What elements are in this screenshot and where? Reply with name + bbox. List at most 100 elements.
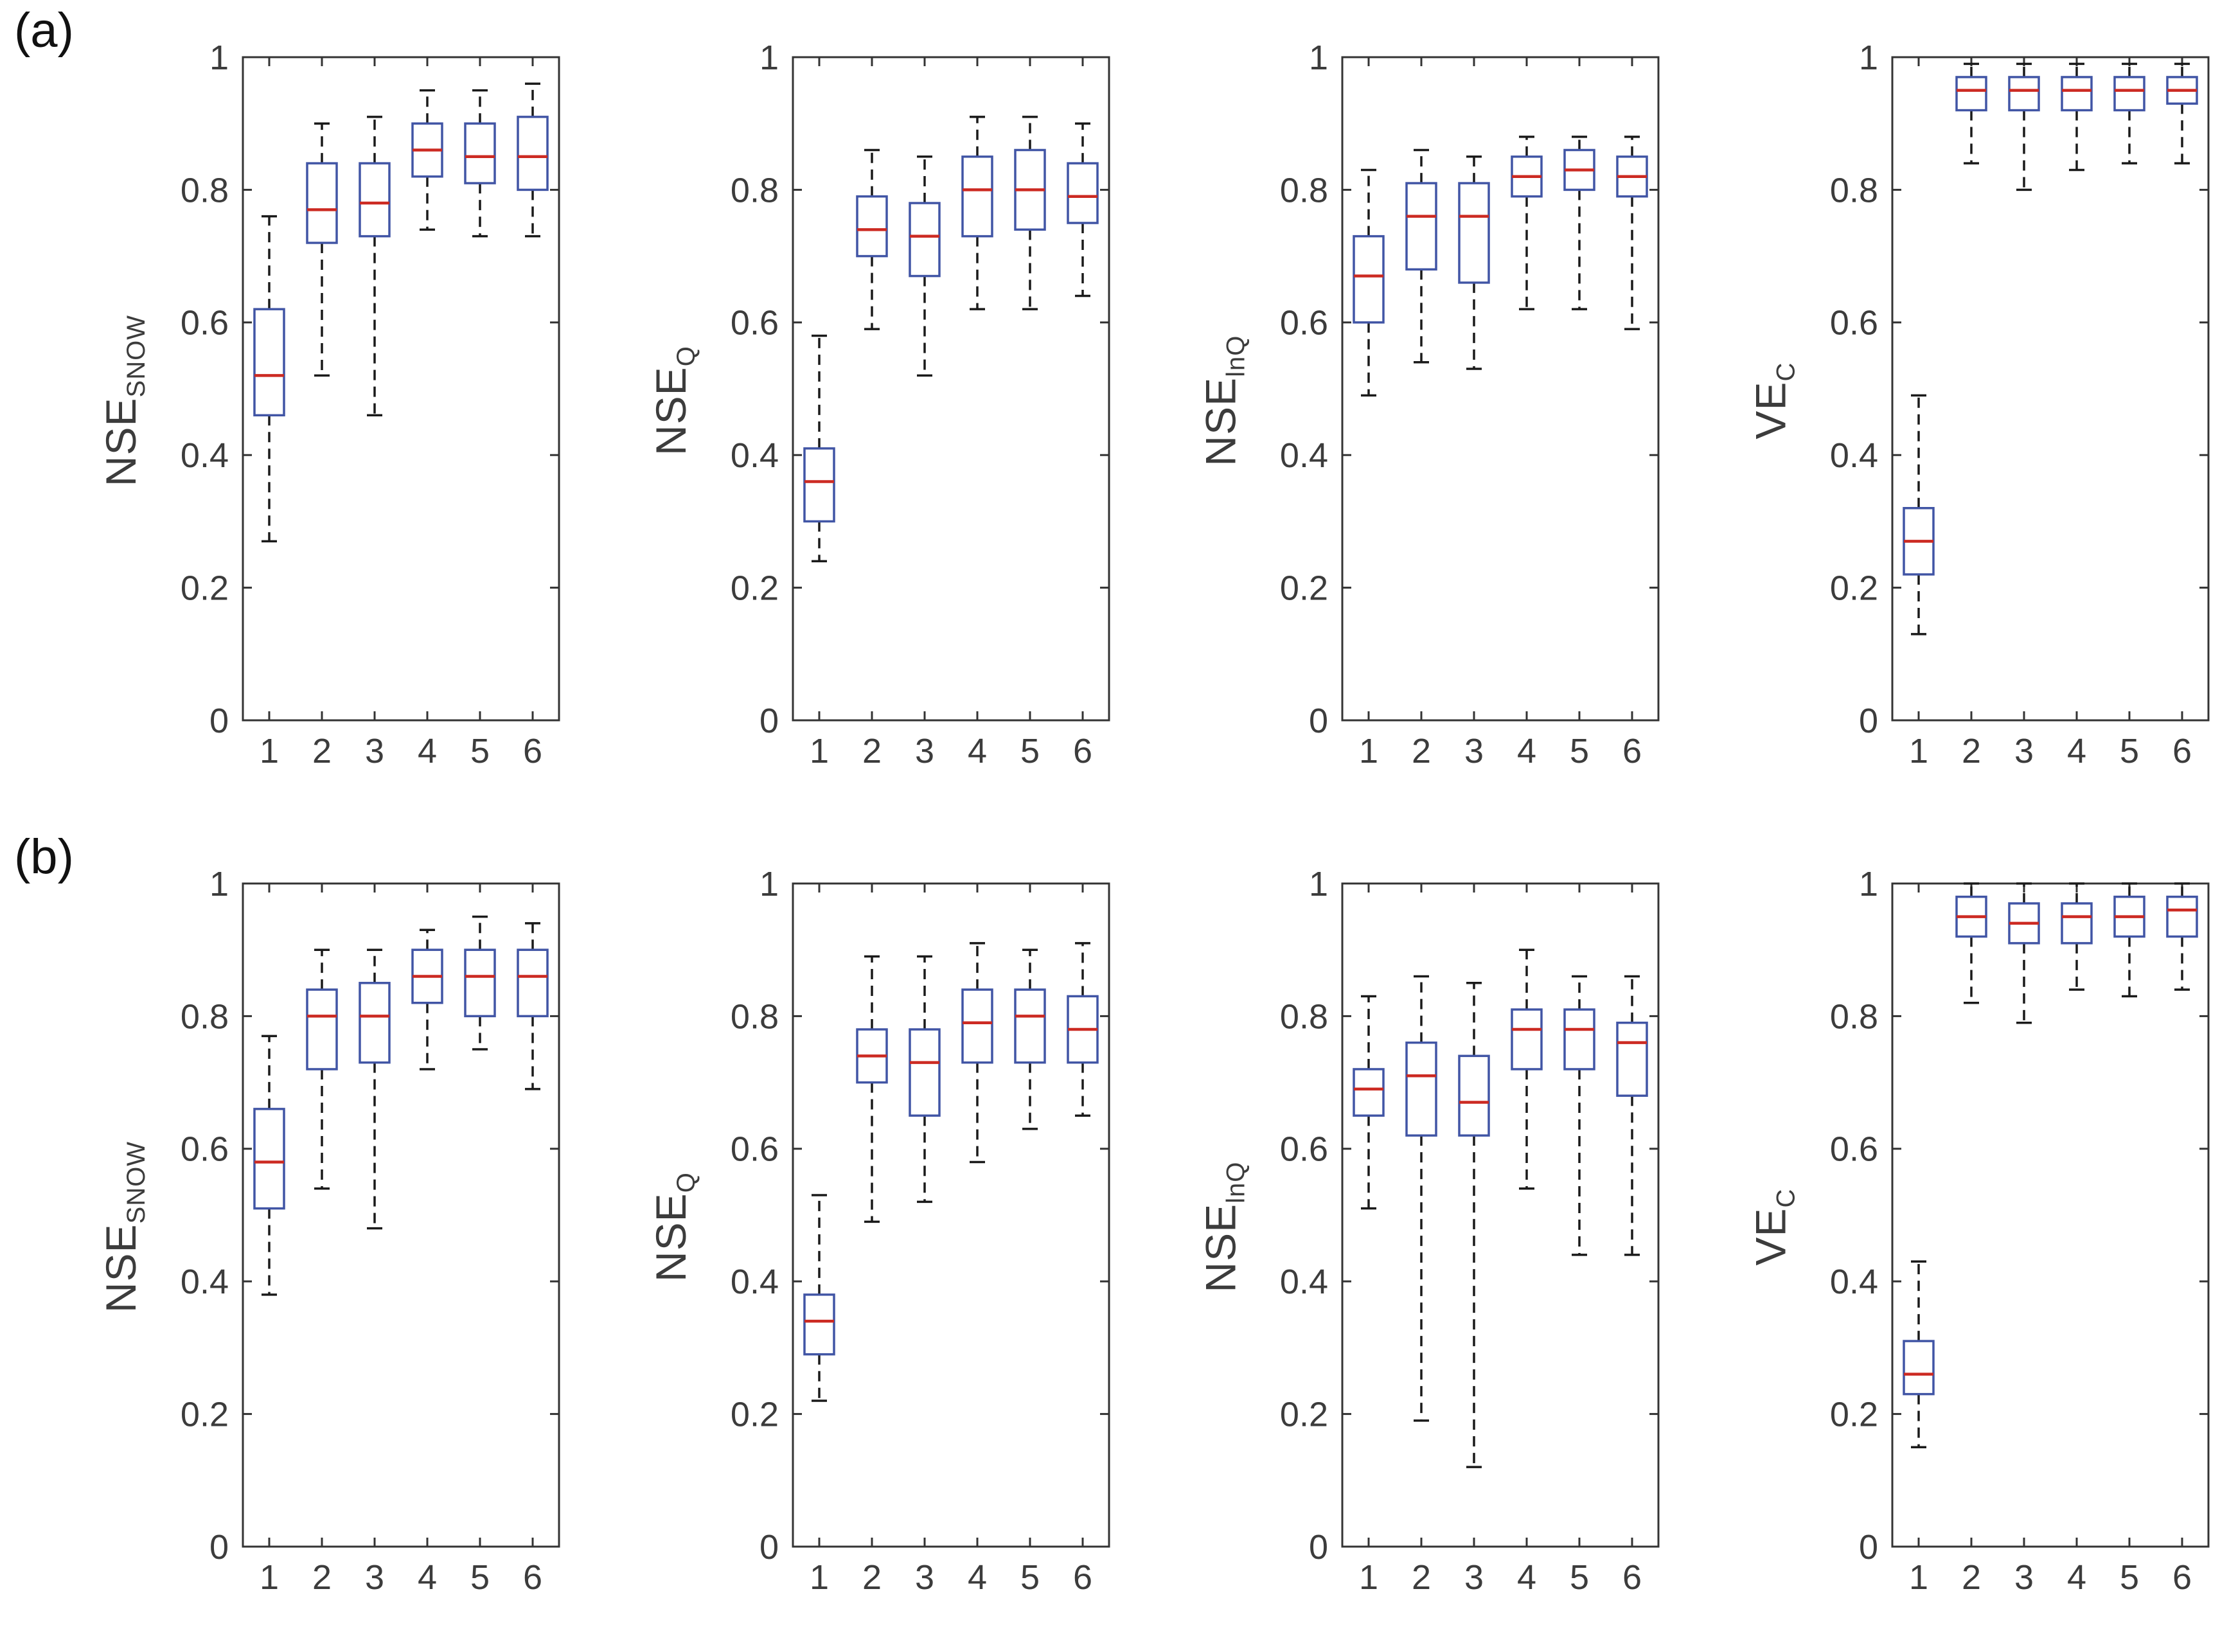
svg-text:0.4: 0.4	[1830, 436, 1878, 475]
svg-text:0.4: 0.4	[181, 1263, 229, 1301]
svg-text:5: 5	[1570, 1558, 1589, 1597]
boxplot-panel-b-ve-c: VEC 0 0.2 0.4 0.6 0.8 1 1 2 3 4 5 6	[1738, 855, 2221, 1600]
row-label-a: (a)	[14, 3, 74, 58]
svg-text:0.4: 0.4	[1830, 1263, 1878, 1301]
svg-text:4: 4	[968, 1558, 987, 1597]
boxplot-canvas: 0 0.2 0.4 0.6 0.8 1 1 2 3 4 5 6	[709, 28, 1121, 774]
svg-text:3: 3	[365, 732, 384, 770]
svg-text:0.4: 0.4	[181, 436, 229, 475]
svg-text:0.8: 0.8	[1830, 997, 1878, 1036]
svg-text:3: 3	[915, 732, 934, 770]
boxplot-svg: 00.20.40.60.811 2 3 4 5 6	[1280, 39, 1660, 770]
boxes	[803, 942, 1099, 1402]
y-axis-label: NSESNOW	[97, 315, 151, 487]
svg-text:1: 1	[810, 1558, 829, 1597]
boxes	[1353, 948, 1649, 1468]
boxes	[1353, 136, 1649, 397]
axes: 00.20.40.60.811 2 3 4 5 6	[731, 865, 1110, 1597]
svg-text:0.6: 0.6	[731, 304, 779, 342]
svg-text:3: 3	[915, 1558, 934, 1597]
boxplot-svg: 00.20.40.60.811 2 3 4 5 6	[181, 39, 560, 770]
boxplot-panel-a-nse-snow: NSESNOW 0 0.2 0.4 0.6 0.8 1 1 2 3 4 5 6	[89, 28, 572, 774]
svg-text:1: 1	[1359, 1558, 1378, 1597]
svg-text:0.8: 0.8	[731, 171, 779, 209]
svg-text:0.2: 0.2	[731, 1396, 779, 1434]
y-axis-label: VEC	[1746, 362, 1800, 440]
y-axis-label: NSESNOW	[97, 1141, 151, 1313]
svg-text:6: 6	[1073, 1558, 1092, 1597]
svg-text:1: 1	[1909, 1558, 1928, 1597]
svg-text:0.8: 0.8	[1280, 997, 1328, 1036]
svg-text:1: 1	[1309, 39, 1328, 77]
boxplot-svg: 00.20.40.60.811 2 3 4 5 6	[1830, 39, 2210, 770]
svg-text:2: 2	[1962, 1558, 1981, 1597]
svg-text:3: 3	[1464, 732, 1484, 770]
svg-text:0.4: 0.4	[731, 1263, 779, 1301]
svg-text:0.2: 0.2	[1830, 569, 1878, 608]
axes: 00.20.40.60.811 2 3 4 5 6	[1830, 865, 2210, 1597]
boxplot-svg: 00.20.40.60.811 2 3 4 5 6	[731, 39, 1110, 770]
panels-row-b: NSESNOW 0 0.2 0.4 0.6 0.8 1 1 2 3 4 5 6 NSEQ 0 0.2 0.…	[89, 855, 2221, 1600]
svg-text:1: 1	[810, 732, 829, 770]
svg-text:6: 6	[2172, 732, 2192, 770]
svg-text:1: 1	[209, 865, 229, 903]
svg-text:4: 4	[968, 732, 987, 770]
svg-text:0.2: 0.2	[181, 569, 229, 608]
svg-text:3: 3	[1464, 1558, 1484, 1597]
svg-text:2: 2	[312, 1558, 332, 1597]
axes: 00.20.40.60.811 2 3 4 5 6	[181, 865, 560, 1597]
panels-row-a: NSESNOW 0 0.2 0.4 0.6 0.8 1 1 2 3 4 5 6 NSEQ 0 0.2 0.…	[89, 28, 2221, 774]
svg-text:5: 5	[470, 1558, 490, 1597]
svg-text:6: 6	[1073, 732, 1092, 770]
boxplot-canvas: 0 0.2 0.4 0.6 0.8 1 1 2 3 4 5 6	[159, 855, 571, 1600]
svg-text:5: 5	[1020, 732, 1040, 770]
svg-text:5: 5	[1570, 732, 1589, 770]
svg-text:0: 0	[1859, 702, 1878, 740]
svg-text:1: 1	[1309, 865, 1328, 903]
boxplot-panel-a-nse-lnq: NSElnQ 0 0.2 0.4 0.6 0.8 1 1 2 3 4 5 6	[1188, 28, 1671, 774]
svg-text:4: 4	[1517, 732, 1536, 770]
svg-text:5: 5	[470, 732, 490, 770]
svg-text:0: 0	[1309, 1528, 1328, 1567]
boxplot-panel-a-nse-q: NSEQ 0 0.2 0.4 0.6 0.8 1 1 2 3 4 5 6	[639, 28, 1122, 774]
svg-text:4: 4	[2067, 732, 2086, 770]
svg-text:0: 0	[1309, 702, 1328, 740]
axes: 00.20.40.60.811 2 3 4 5 6	[1280, 865, 1660, 1597]
row-label-b: (b)	[14, 830, 74, 884]
boxplot-panel-a-ve-c: VEC 0 0.2 0.4 0.6 0.8 1 1 2 3 4 5 6	[1738, 28, 2221, 774]
svg-text:0.2: 0.2	[1830, 1396, 1878, 1434]
svg-text:0.2: 0.2	[731, 569, 779, 608]
svg-text:0: 0	[209, 702, 229, 740]
boxplot-panel-b-nse-q: NSEQ 0 0.2 0.4 0.6 0.8 1 1 2 3 4 5 6	[639, 855, 1122, 1600]
y-axis-label: NSElnQ	[1196, 335, 1250, 466]
boxplot-panel-b-nse-snow: NSESNOW 0 0.2 0.4 0.6 0.8 1 1 2 3 4 5 6	[89, 855, 572, 1600]
svg-text:2: 2	[1412, 1558, 1431, 1597]
boxplot-canvas: 0 0.2 0.4 0.6 0.8 1 1 2 3 4 5 6	[1259, 28, 1670, 774]
svg-text:0.6: 0.6	[181, 1130, 229, 1169]
boxplot-canvas: 0 0.2 0.4 0.6 0.8 1 1 2 3 4 5 6	[1809, 28, 2220, 774]
svg-text:4: 4	[418, 1558, 437, 1597]
boxes	[253, 915, 549, 1296]
svg-text:4: 4	[1517, 1558, 1536, 1597]
axes: 00.20.40.60.811 2 3 4 5 6	[181, 39, 560, 770]
svg-text:3: 3	[2014, 1558, 2034, 1597]
svg-text:1: 1	[209, 39, 229, 77]
svg-text:0: 0	[759, 1528, 779, 1567]
boxes	[1903, 882, 2198, 1448]
svg-text:1: 1	[260, 1558, 279, 1597]
svg-text:0.6: 0.6	[1280, 1130, 1328, 1169]
y-axis-label: NSEQ	[647, 346, 701, 456]
svg-text:1: 1	[759, 865, 779, 903]
svg-text:0.6: 0.6	[731, 1130, 779, 1169]
svg-text:2: 2	[1962, 732, 1981, 770]
boxplot-canvas: 0 0.2 0.4 0.6 0.8 1 1 2 3 4 5 6	[1809, 855, 2220, 1600]
svg-text:1: 1	[759, 39, 779, 77]
svg-text:0.6: 0.6	[1280, 304, 1328, 342]
boxplot-canvas: 0 0.2 0.4 0.6 0.8 1 1 2 3 4 5 6	[159, 28, 571, 774]
boxes	[1903, 62, 2198, 635]
boxes	[803, 116, 1099, 563]
svg-text:0.4: 0.4	[731, 436, 779, 475]
svg-text:0.4: 0.4	[1280, 436, 1328, 475]
